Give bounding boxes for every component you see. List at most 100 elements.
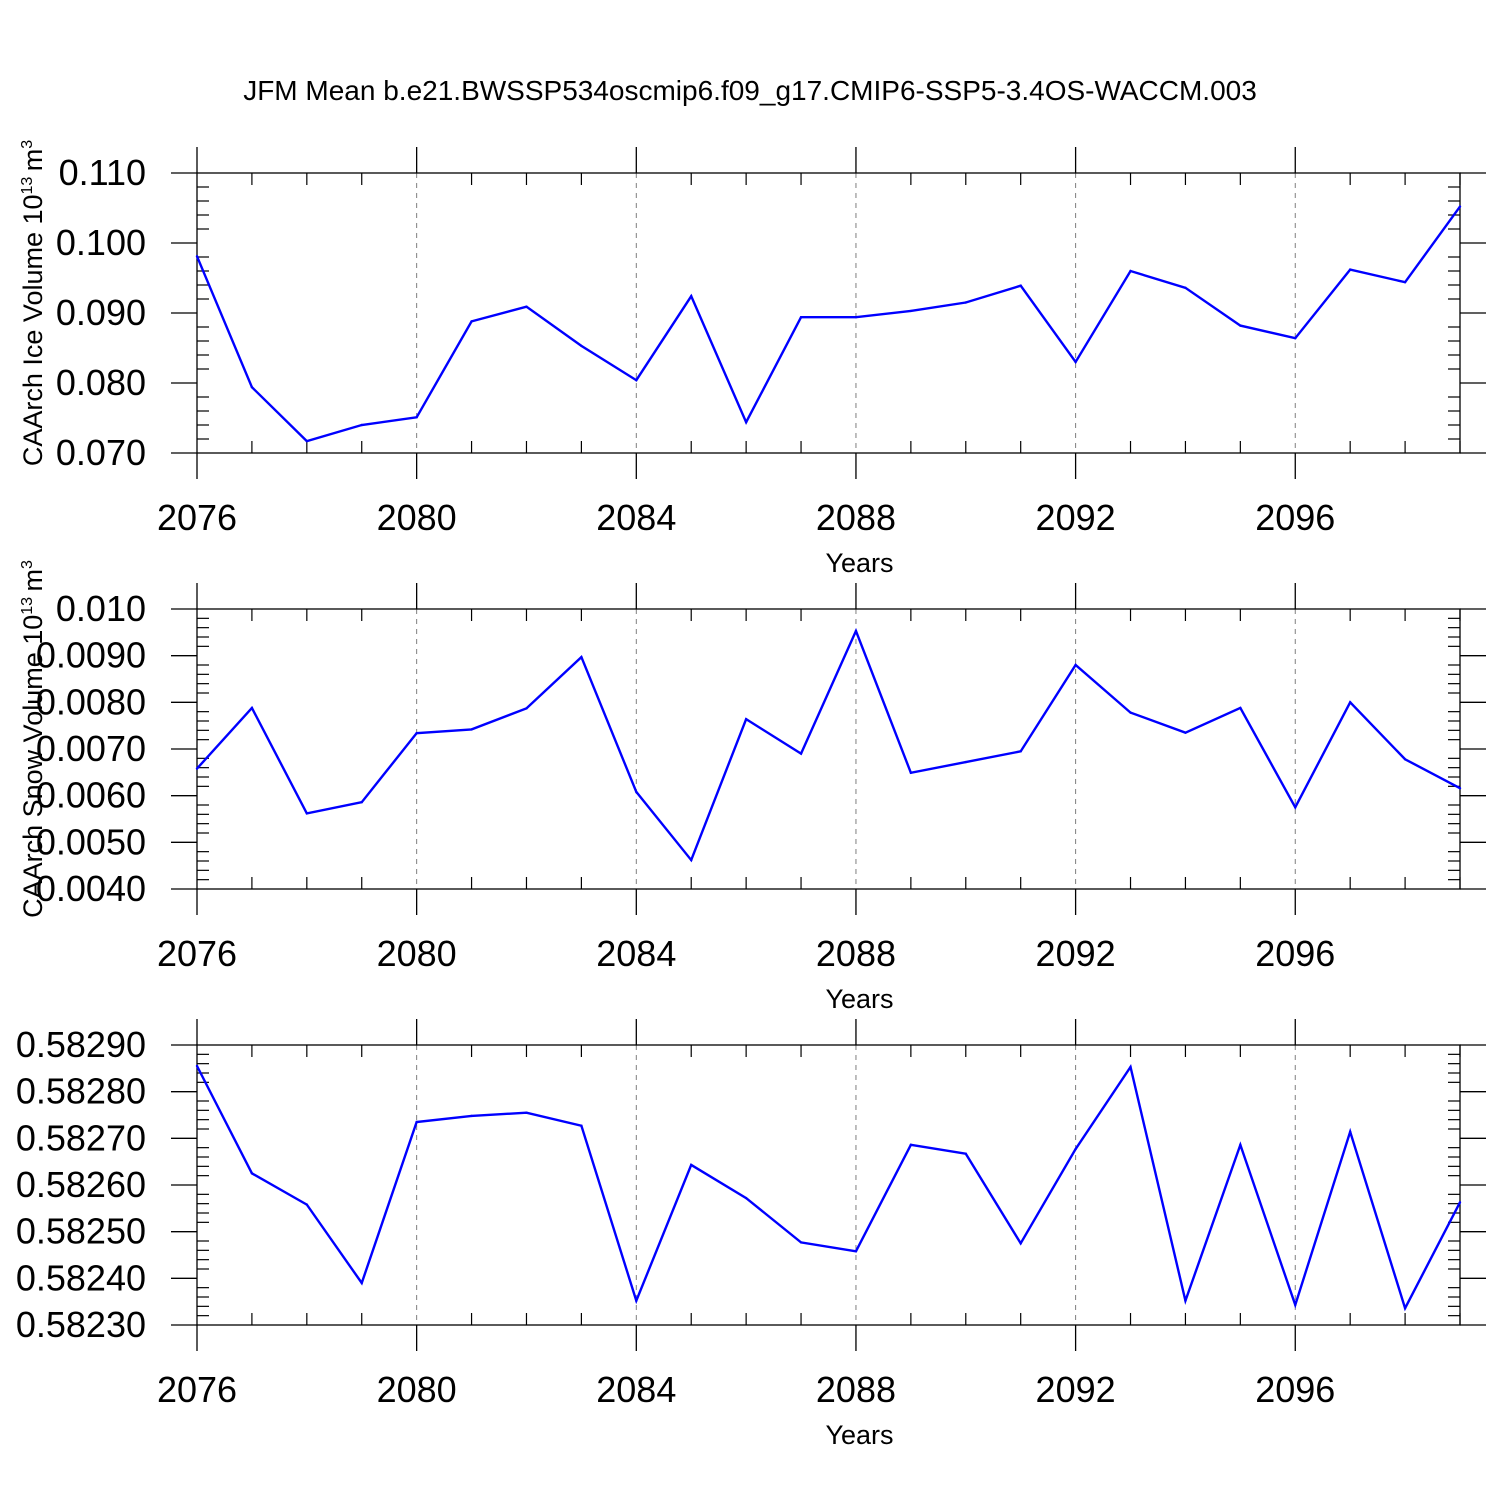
panels: 2076 2080 2084 2088 2092 2096 Years 0.110 0.100 0… bbox=[16, 140, 1486, 1450]
data-point bbox=[1239, 1143, 1242, 1147]
series-line bbox=[195, 1063, 1462, 1312]
y-tick-label: 0.58230 bbox=[16, 1304, 146, 1345]
data-point bbox=[909, 771, 913, 774]
data-point bbox=[964, 1152, 967, 1155]
y-tick-label: 0.110 bbox=[59, 152, 146, 193]
data-point bbox=[635, 790, 638, 794]
data-point bbox=[1458, 1201, 1462, 1204]
data-point bbox=[635, 1299, 638, 1302]
data-point bbox=[690, 858, 693, 862]
data-point bbox=[1184, 1299, 1187, 1302]
y-tick-label: 0.100 bbox=[56, 222, 146, 263]
data-point bbox=[195, 767, 199, 770]
data-point bbox=[580, 655, 583, 659]
data-point bbox=[1184, 286, 1187, 289]
chart-panel-3: 2076 2080 2084 2088 2092 2096 Years 0.58290 0.58… bbox=[16, 1019, 1486, 1450]
data-point bbox=[744, 1196, 748, 1200]
data-point bbox=[1294, 337, 1297, 340]
data-point bbox=[250, 386, 254, 389]
y-tick-label: 0.070 bbox=[56, 432, 146, 473]
chart-panel-1: 2076 2080 2084 2088 2092 2096 Years 0.110 0.100 0… bbox=[18, 140, 1486, 578]
data-point bbox=[799, 752, 803, 755]
data-point bbox=[195, 255, 199, 258]
x-tick-label: 2088 bbox=[816, 933, 896, 974]
x-tick-label: 2084 bbox=[596, 1369, 676, 1410]
y-tick-label: 0.090 bbox=[56, 292, 146, 333]
data-point bbox=[1239, 324, 1242, 327]
data-point bbox=[525, 305, 528, 308]
data-point bbox=[470, 1114, 473, 1118]
x-tick-label: 2076 bbox=[157, 933, 237, 974]
data-point bbox=[1184, 731, 1187, 734]
data-point bbox=[690, 295, 693, 298]
data-point bbox=[1129, 269, 1132, 273]
x-axis-title: Years bbox=[825, 548, 893, 578]
data-point bbox=[964, 760, 967, 764]
y-tick-label: 0.0070 bbox=[36, 728, 146, 769]
chart-title: JFM Mean b.e21.BWSSP534oscmip6.f09_g17.C… bbox=[243, 75, 1257, 106]
data-point bbox=[470, 320, 473, 323]
x-tick-label: 2080 bbox=[377, 1369, 457, 1410]
data-point bbox=[799, 316, 803, 319]
data-point bbox=[470, 728, 473, 731]
data-point bbox=[690, 1163, 693, 1167]
data-point bbox=[799, 1241, 803, 1244]
y-tick-label: 0.080 bbox=[56, 362, 146, 403]
data-point bbox=[635, 379, 638, 382]
plot-frame bbox=[196, 172, 1461, 454]
data-point bbox=[1074, 360, 1077, 364]
y-tick-label: 0.58240 bbox=[16, 1257, 146, 1298]
data-point bbox=[250, 706, 254, 710]
data-point bbox=[360, 1281, 363, 1285]
data-point bbox=[854, 316, 858, 319]
data-point bbox=[1403, 281, 1407, 284]
x-axis-title: Years bbox=[825, 1420, 893, 1450]
y-axis-title: CAArch Snow Volume 1013 m3 bbox=[18, 560, 48, 918]
series-line bbox=[196, 627, 1461, 863]
x-tick-label: 2092 bbox=[1036, 933, 1116, 974]
data-point bbox=[1129, 711, 1132, 714]
data-point bbox=[1403, 1307, 1407, 1310]
data-point bbox=[909, 309, 913, 313]
x-tick-label: 2096 bbox=[1255, 1369, 1335, 1410]
data-point bbox=[854, 1250, 858, 1253]
x-tick-label: 2092 bbox=[1036, 1369, 1116, 1410]
data-point bbox=[1348, 701, 1352, 704]
x-tick-label: 2084 bbox=[596, 497, 676, 538]
series-line bbox=[195, 205, 1461, 443]
x-tick-label: 2080 bbox=[377, 497, 457, 538]
chart-panel-2: 2076 2080 2084 2088 2092 2096 Years 0.010 0.0090… bbox=[18, 560, 1486, 1014]
data-point bbox=[854, 629, 858, 633]
y-tick-label: 0.58270 bbox=[16, 1117, 146, 1158]
data-point bbox=[1019, 1242, 1022, 1245]
data-point bbox=[744, 421, 748, 424]
data-point bbox=[909, 1143, 913, 1147]
x-tick-label: 2096 bbox=[1255, 497, 1335, 538]
data-point bbox=[1348, 268, 1352, 271]
data-point bbox=[1403, 758, 1407, 761]
data-point bbox=[525, 1111, 528, 1114]
data-point bbox=[360, 801, 363, 804]
data-point bbox=[415, 1120, 418, 1124]
data-point bbox=[415, 731, 418, 735]
data-point bbox=[415, 416, 418, 419]
data-point bbox=[1294, 806, 1297, 809]
plot-frame bbox=[196, 608, 1461, 890]
x-tick-label: 2076 bbox=[157, 1369, 237, 1410]
data-point bbox=[580, 344, 583, 348]
y-axis-title: CAArch Ice Volume 1013 m3 bbox=[18, 140, 48, 466]
x-tick-label: 2076 bbox=[157, 497, 237, 538]
data-point bbox=[360, 423, 363, 427]
y-tick-label: 0.58290 bbox=[16, 1024, 146, 1065]
y-tick-label: 0.0080 bbox=[36, 681, 146, 722]
y-tick-label: 0.0040 bbox=[36, 868, 146, 909]
data-point bbox=[305, 439, 309, 443]
y-tick-label: 0.58260 bbox=[16, 1164, 146, 1205]
data-point bbox=[1074, 663, 1077, 667]
x-tick-label: 2084 bbox=[596, 933, 676, 974]
y-tick-label: 0.58280 bbox=[16, 1071, 146, 1112]
x-tick-label: 2088 bbox=[816, 497, 896, 538]
data-point bbox=[1348, 1130, 1352, 1134]
data-point bbox=[195, 1064, 199, 1068]
data-point bbox=[305, 1203, 309, 1206]
